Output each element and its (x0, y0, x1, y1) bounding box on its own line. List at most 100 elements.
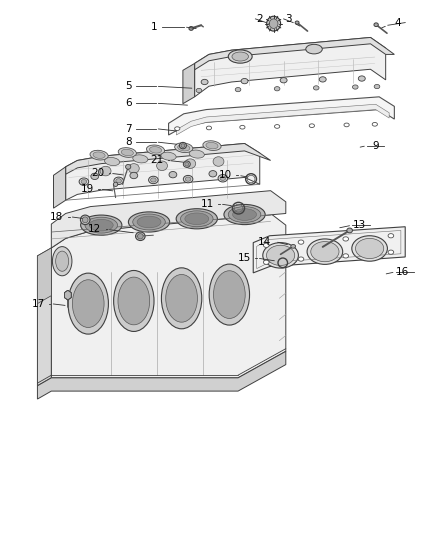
Text: 13: 13 (353, 220, 366, 230)
Ellipse shape (347, 228, 353, 233)
Ellipse shape (118, 148, 136, 157)
Ellipse shape (319, 77, 326, 82)
Ellipse shape (184, 161, 190, 167)
Ellipse shape (68, 273, 108, 334)
Ellipse shape (79, 178, 89, 185)
Ellipse shape (184, 175, 193, 183)
Ellipse shape (374, 84, 380, 88)
Ellipse shape (235, 87, 241, 92)
Ellipse shape (161, 152, 176, 160)
Polygon shape (194, 37, 386, 97)
Ellipse shape (180, 211, 213, 227)
Ellipse shape (274, 87, 280, 91)
Ellipse shape (138, 233, 143, 239)
Ellipse shape (114, 182, 118, 187)
Ellipse shape (203, 141, 221, 150)
Polygon shape (53, 167, 66, 208)
Ellipse shape (218, 175, 228, 182)
Ellipse shape (353, 85, 358, 89)
Polygon shape (51, 214, 286, 378)
Ellipse shape (388, 233, 394, 238)
Polygon shape (177, 104, 389, 135)
Ellipse shape (264, 243, 269, 247)
Polygon shape (66, 143, 271, 174)
Ellipse shape (85, 217, 118, 233)
Ellipse shape (206, 142, 218, 149)
Text: 19: 19 (81, 184, 94, 194)
Text: 17: 17 (31, 298, 45, 309)
Text: 16: 16 (396, 267, 409, 277)
Ellipse shape (137, 216, 161, 228)
Ellipse shape (189, 150, 205, 158)
Ellipse shape (355, 238, 384, 259)
Ellipse shape (118, 277, 150, 325)
Ellipse shape (100, 166, 111, 176)
Text: 11: 11 (201, 199, 214, 209)
Ellipse shape (81, 215, 122, 235)
Polygon shape (194, 37, 394, 70)
Ellipse shape (313, 86, 319, 90)
Ellipse shape (180, 142, 186, 149)
Ellipse shape (201, 79, 208, 85)
Ellipse shape (295, 21, 299, 24)
Ellipse shape (80, 215, 90, 224)
Ellipse shape (135, 232, 145, 240)
Ellipse shape (128, 164, 139, 173)
Text: 6: 6 (125, 98, 132, 108)
Ellipse shape (311, 241, 339, 262)
Text: 7: 7 (125, 124, 132, 134)
Ellipse shape (343, 254, 349, 258)
Ellipse shape (125, 165, 131, 169)
Ellipse shape (114, 177, 123, 184)
Ellipse shape (228, 50, 252, 63)
Ellipse shape (209, 264, 250, 325)
Text: 14: 14 (257, 237, 271, 247)
Polygon shape (51, 191, 286, 248)
Ellipse shape (307, 239, 343, 264)
Ellipse shape (214, 271, 245, 318)
Ellipse shape (374, 23, 378, 27)
Text: 10: 10 (218, 171, 232, 180)
Ellipse shape (232, 52, 249, 61)
Polygon shape (169, 97, 394, 135)
Ellipse shape (82, 217, 88, 223)
Ellipse shape (344, 123, 349, 127)
Polygon shape (38, 248, 51, 304)
Ellipse shape (352, 236, 388, 261)
Ellipse shape (269, 19, 278, 28)
Text: 12: 12 (88, 224, 101, 235)
Ellipse shape (89, 219, 113, 231)
Polygon shape (38, 351, 286, 399)
Ellipse shape (280, 78, 287, 83)
Text: 2: 2 (257, 14, 263, 24)
Ellipse shape (388, 250, 394, 254)
Ellipse shape (91, 173, 99, 180)
Ellipse shape (146, 145, 165, 155)
Text: 18: 18 (50, 212, 63, 222)
Ellipse shape (55, 251, 69, 271)
Ellipse shape (185, 177, 191, 181)
Ellipse shape (130, 172, 138, 179)
Ellipse shape (128, 212, 170, 232)
Ellipse shape (161, 268, 202, 329)
Ellipse shape (133, 155, 148, 163)
Ellipse shape (178, 144, 190, 151)
Ellipse shape (224, 205, 265, 224)
Ellipse shape (189, 27, 193, 30)
Ellipse shape (209, 171, 217, 177)
Polygon shape (38, 248, 51, 386)
Ellipse shape (114, 270, 154, 332)
Ellipse shape (240, 125, 245, 129)
Ellipse shape (298, 257, 304, 261)
Ellipse shape (149, 176, 158, 184)
Ellipse shape (185, 213, 209, 224)
Ellipse shape (196, 88, 202, 93)
Ellipse shape (181, 144, 185, 148)
Ellipse shape (169, 172, 177, 178)
Text: 8: 8 (125, 137, 132, 147)
Ellipse shape (185, 163, 189, 166)
Text: 4: 4 (394, 18, 401, 28)
Ellipse shape (274, 125, 280, 128)
Text: 9: 9 (372, 141, 379, 151)
Text: 1: 1 (151, 22, 158, 32)
